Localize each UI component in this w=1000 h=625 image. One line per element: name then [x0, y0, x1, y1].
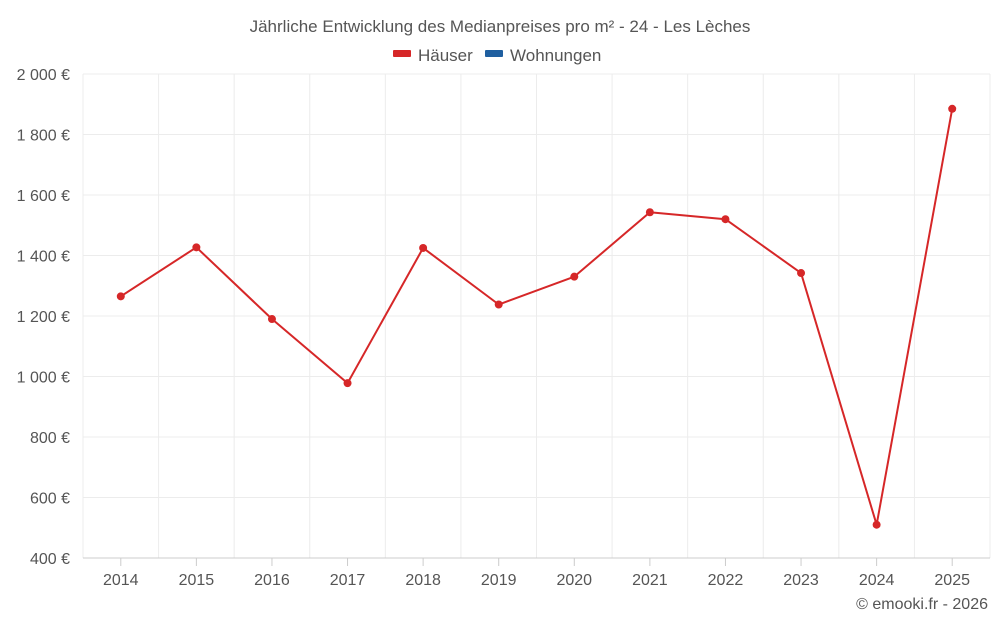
y-tick-label: 600 €: [30, 491, 70, 508]
series-layer: [116, 104, 957, 529]
axes: 400 € 600 € 800 € 1 000 € 1 200 € 1 400 € 1 60…: [17, 67, 990, 589]
y-tick-label: 1 400 €: [17, 249, 70, 266]
x-tick-label: 2025: [934, 572, 970, 589]
x-tick-label: 2024: [859, 572, 895, 589]
data-point[interactable]: [419, 243, 428, 252]
y-tick-label: 2 000 €: [17, 67, 70, 84]
x-tick-label: 2017: [330, 572, 366, 589]
y-tick-label: 1 800 €: [17, 128, 70, 145]
y-tick-label: 800 €: [30, 430, 70, 447]
data-point[interactable]: [645, 208, 654, 217]
legend-item-wohnungen[interactable]: Wohnungen: [485, 46, 601, 65]
x-tick-label: 2021: [632, 572, 668, 589]
credit-text: © emooki.fr - 2026: [856, 596, 988, 613]
data-point[interactable]: [192, 243, 201, 252]
data-point[interactable]: [343, 379, 352, 388]
y-tick-label: 400 €: [30, 551, 70, 568]
y-tick-label: 1 000 €: [17, 370, 70, 387]
legend-swatch-haeuser: [393, 50, 411, 57]
x-tick-label: 2022: [708, 572, 744, 589]
data-point[interactable]: [797, 269, 806, 278]
data-point[interactable]: [494, 300, 503, 309]
y-tick-label: 1 200 €: [17, 309, 70, 326]
legend-label-haeuser: Häuser: [418, 46, 473, 65]
x-tick-label: 2019: [481, 572, 517, 589]
x-tick-label: 2014: [103, 572, 139, 589]
x-tick-label: 2023: [783, 572, 819, 589]
x-tick-label: 2016: [254, 572, 290, 589]
series-line-0: [120, 108, 954, 526]
x-tick-label: 2020: [556, 572, 592, 589]
x-tick-label: 2015: [179, 572, 215, 589]
data-point[interactable]: [872, 520, 881, 529]
data-point[interactable]: [721, 215, 730, 224]
data-point[interactable]: [116, 292, 125, 301]
legend-item-haeuser[interactable]: Häuser: [393, 46, 473, 65]
chart-title: Jährliche Entwicklung des Medianpreises …: [250, 17, 751, 36]
data-point[interactable]: [267, 315, 276, 324]
y-tick-label: 1 600 €: [17, 188, 70, 205]
data-point[interactable]: [570, 272, 579, 281]
grid: [82, 73, 991, 558]
x-tick-label: 2018: [405, 572, 441, 589]
legend: Häuser Wohnungen: [393, 46, 601, 65]
legend-swatch-wohnungen: [485, 50, 503, 57]
legend-label-wohnungen: Wohnungen: [510, 46, 601, 65]
data-point[interactable]: [948, 104, 957, 113]
